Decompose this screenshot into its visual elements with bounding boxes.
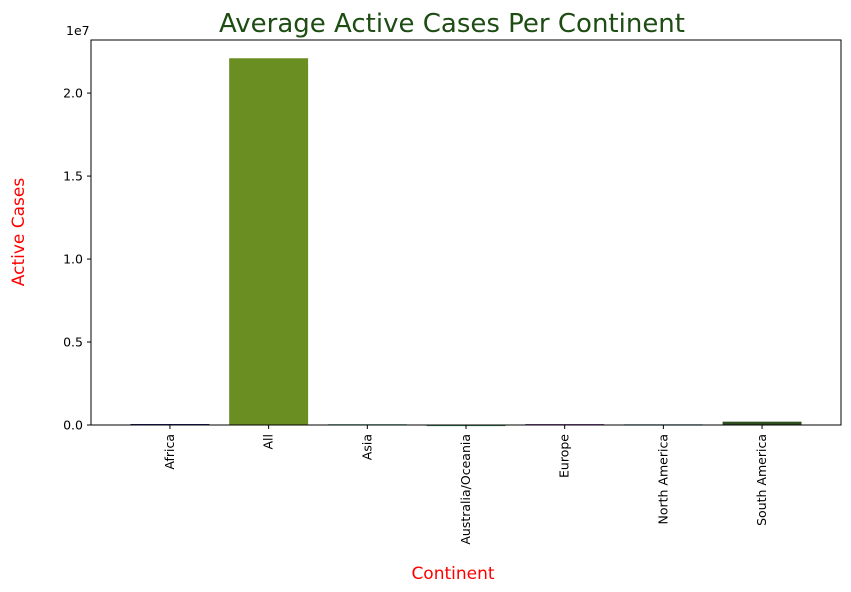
bar-south-america	[722, 421, 802, 425]
x-tick-label: Europe	[557, 434, 572, 478]
x-tick-label: North America	[655, 434, 670, 525]
y-tick-label: 0.5	[63, 335, 83, 350]
bar-all	[229, 58, 309, 426]
y-tick-label: 0.0	[63, 418, 83, 433]
x-tick-label: Asia	[359, 434, 374, 460]
y-tick-label: 1.5	[63, 169, 83, 184]
y-axis-label: Active Cases	[9, 178, 29, 287]
y-axis-ticks: 0.0 0.5 1.0 1.5 2.0	[63, 86, 91, 433]
x-tick-label: Africa	[162, 434, 177, 470]
y-tick-label: 2.0	[63, 86, 83, 101]
x-axis-ticks: Africa All Asia Australia/Oceania Europe Nort…	[162, 425, 769, 545]
x-tick-label: South America	[754, 434, 769, 526]
y-axis-offset-label: 1e7	[66, 23, 90, 38]
y-tick-label: 1.0	[63, 252, 83, 267]
x-axis-label: Continent	[411, 564, 494, 584]
plot-frame	[90, 39, 842, 426]
chart-title: Average Active Cases Per Continent	[219, 9, 685, 39]
x-tick-label: All	[261, 434, 276, 450]
x-tick-label: Australia/Oceania	[458, 434, 473, 545]
bars-group	[130, 58, 802, 427]
